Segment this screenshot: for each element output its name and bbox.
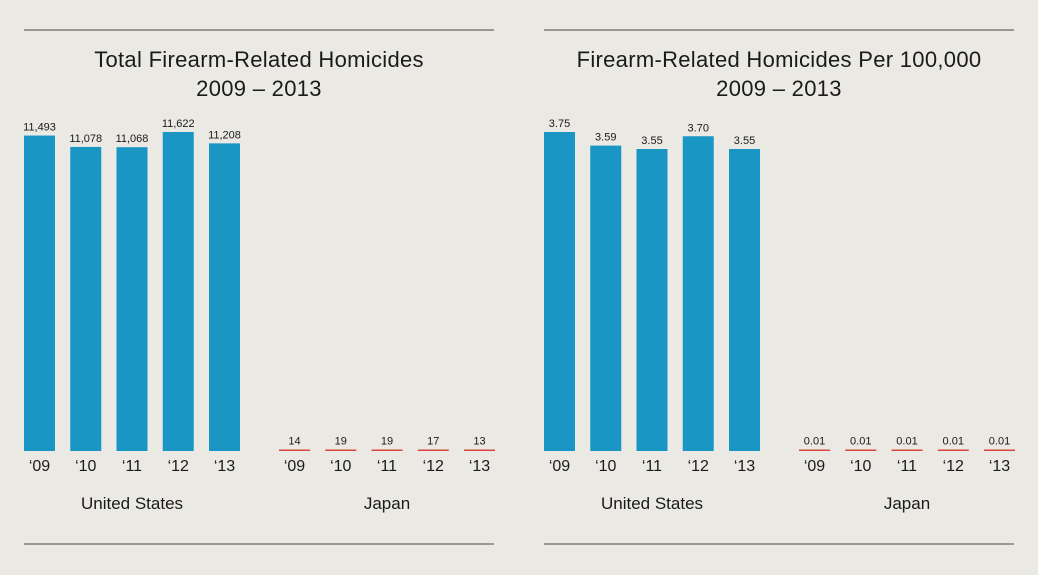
bar [729,149,760,451]
x-tick-label: ‘13 [734,458,755,475]
x-tick-label: ‘13 [989,458,1010,475]
data-label: 17 [427,436,439,448]
group-label: Japan [364,494,410,513]
group-label: United States [81,494,183,513]
bar [371,449,403,451]
bar [162,132,194,451]
x-tick-label: ‘13 [214,458,235,475]
x-tick-label: ‘13 [469,458,490,475]
bottom-divider [24,543,494,545]
bar [544,132,575,451]
data-label: 11,622 [162,118,195,130]
x-tick-label: ‘11 [642,458,662,475]
group-label: United States [601,494,703,513]
data-label: 3.55 [734,135,755,147]
top-divider [544,29,1014,31]
x-tick-label: ‘11 [122,458,142,475]
bar [682,136,714,451]
bar [799,449,830,451]
x-tick-label: ‘10 [595,458,616,475]
data-label: 0.01 [804,436,825,448]
data-label: 3.70 [688,122,709,134]
x-tick-label: ‘10 [75,458,96,475]
data-label: 3.55 [641,135,662,147]
data-label: 3.59 [595,132,616,144]
group-label: Japan [884,494,930,513]
x-tick-label: ‘09 [549,458,570,475]
bottom-divider [544,543,1014,545]
data-label: 0.01 [943,436,964,448]
x-tick-label: ‘10 [330,458,351,475]
data-label: 19 [335,436,347,448]
bar [279,449,310,451]
bar [845,449,877,451]
data-label: 3.75 [549,118,570,130]
x-tick-label: ‘09 [804,458,825,475]
data-label: 11,208 [208,129,241,141]
data-label: 19 [381,436,393,448]
bar [70,146,102,451]
top-divider [24,29,494,31]
chart-subtitle: 2009 – 2013 [716,76,842,101]
x-tick-label: ‘09 [284,458,305,475]
bar [984,449,1015,451]
data-label: 11,078 [69,133,102,145]
data-label: 0.01 [989,436,1010,448]
bar-chart-total: 11,493 ‘09 11,078 ‘10 11,068 ‘11 11,622 ‘12 11,2… [23,118,495,513]
bar [417,449,449,451]
chart-title: Firearm-Related Homicides Per 100,000 [576,47,982,72]
x-tick-label: ‘11 [897,458,917,475]
bar [590,145,622,452]
bar [116,147,148,451]
data-label: 11,493 [23,122,56,134]
bar [636,149,668,451]
bar [891,449,923,451]
bar [209,143,240,451]
bar [24,135,55,452]
data-label: 0.01 [850,436,871,448]
bar [937,449,969,451]
x-tick-label: ‘12 [423,458,444,475]
bar [464,449,495,451]
x-tick-label: ‘10 [850,458,871,475]
x-tick-label: ‘12 [688,458,709,475]
x-tick-label: ‘11 [377,458,397,475]
x-tick-label: ‘12 [943,458,964,475]
data-label: 11,068 [116,133,149,145]
data-label: 13 [473,436,485,448]
chart-panel-total: Total Firearm-Related Homicides 2009 – 2… [23,0,495,575]
chart-title: Total Firearm-Related Homicides [94,47,424,72]
bar [325,449,357,451]
chart-panel-per-100k: Firearm-Related Homicides Per 100,000 20… [544,0,1015,575]
chart-subtitle: 2009 – 2013 [196,76,322,101]
x-tick-label: ‘09 [29,458,50,475]
data-label: 14 [288,436,300,448]
x-tick-label: ‘12 [168,458,189,475]
bar-chart-per-100k: 3.75 ‘09 3.59 ‘10 3.55 ‘11 3.70 ‘12 3.55 ‘13 Unite… [544,118,1015,513]
data-label: 0.01 [896,436,917,448]
